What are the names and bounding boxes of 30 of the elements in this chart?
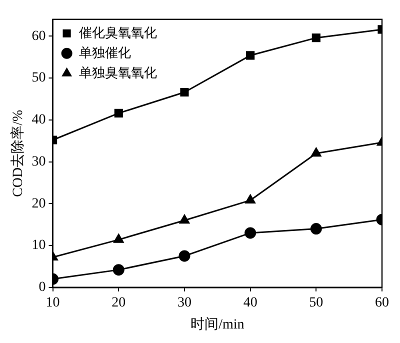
point xyxy=(114,234,124,243)
legend-label: 催化臭氧氧化 xyxy=(78,24,157,40)
point xyxy=(112,264,124,276)
x-axis-title: 时间/min xyxy=(190,316,244,332)
point xyxy=(179,214,190,224)
point xyxy=(246,51,255,60)
x-tick-label: 30 xyxy=(177,295,192,310)
point xyxy=(245,194,256,204)
y-tick-label: 40 xyxy=(32,112,46,128)
x-tick-label: 40 xyxy=(243,295,258,310)
point xyxy=(311,148,322,157)
x-tick-label: 10 xyxy=(46,295,60,310)
y-tick-label: 0 xyxy=(38,280,46,296)
point xyxy=(114,108,123,118)
y-tick-label: 20 xyxy=(32,196,46,212)
y-tick-label: 10 xyxy=(32,238,46,254)
y-axis-title: COD去除率/% xyxy=(10,110,26,197)
y-tick-label: 60 xyxy=(32,28,46,44)
legend-label: 单独催化 xyxy=(78,44,131,60)
point xyxy=(178,250,190,262)
point xyxy=(310,223,322,235)
y-tick-label: 30 xyxy=(32,154,46,170)
point xyxy=(312,34,320,42)
point xyxy=(244,227,256,239)
legend-label: 单独臭氧氧化 xyxy=(78,64,157,80)
y-tick-label: 50 xyxy=(32,70,46,86)
x-tick-label: 20 xyxy=(112,295,126,310)
x-tick-label: 60 xyxy=(375,295,389,310)
point xyxy=(180,88,189,97)
x-tick-label: 50 xyxy=(309,295,324,310)
